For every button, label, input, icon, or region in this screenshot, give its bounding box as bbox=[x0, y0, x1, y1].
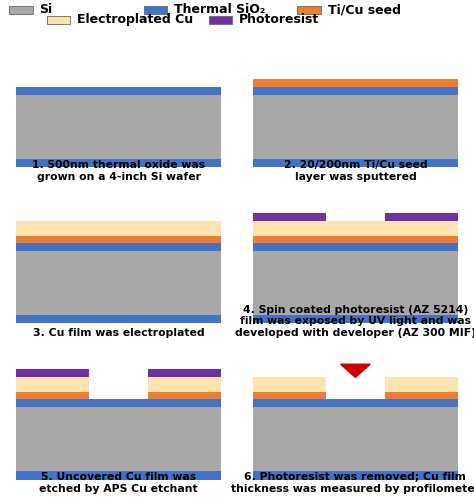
Bar bbox=[148, 392, 221, 399]
Text: 4. Spin coated photoresist (AZ 5214)
film was exposed by UV light and was
develo: 4. Spin coated photoresist (AZ 5214) fil… bbox=[235, 304, 474, 338]
Bar bbox=[148, 377, 221, 392]
Bar bbox=[385, 392, 458, 399]
Bar bbox=[16, 471, 221, 480]
Bar bbox=[385, 377, 458, 392]
Text: 1. 500nm thermal oxide was
grown on a 4-inch Si wafer: 1. 500nm thermal oxide was grown on a 4-… bbox=[32, 160, 205, 182]
Bar bbox=[253, 392, 326, 399]
Bar bbox=[297, 6, 320, 13]
Text: 6. Photoresist was removed; Cu film
thickness was measured by profilometer: 6. Photoresist was removed; Cu film thic… bbox=[231, 473, 474, 494]
Bar bbox=[16, 95, 221, 159]
Bar bbox=[253, 315, 458, 323]
Bar bbox=[16, 243, 221, 251]
Text: 5. Uncovered Cu film was
etched by APS Cu etchant: 5. Uncovered Cu film was etched by APS C… bbox=[39, 473, 198, 494]
Bar bbox=[16, 315, 221, 323]
Bar bbox=[253, 377, 326, 392]
Bar bbox=[253, 399, 458, 408]
Bar bbox=[46, 16, 70, 23]
Bar bbox=[253, 236, 458, 243]
Bar bbox=[253, 408, 458, 471]
Text: Ti/Cu seed: Ti/Cu seed bbox=[328, 3, 401, 16]
Bar bbox=[253, 471, 458, 480]
Bar bbox=[209, 16, 232, 23]
Bar bbox=[253, 251, 458, 315]
Bar bbox=[16, 251, 221, 315]
Text: 2. 20/200nm Ti/Cu seed
layer was sputtered: 2. 20/200nm Ti/Cu seed layer was sputter… bbox=[283, 160, 427, 182]
Bar bbox=[253, 243, 458, 251]
Bar bbox=[16, 408, 221, 471]
Bar bbox=[144, 6, 167, 13]
Bar bbox=[16, 221, 221, 236]
Polygon shape bbox=[341, 364, 370, 377]
Text: Electroplated Cu: Electroplated Cu bbox=[77, 13, 193, 26]
Bar bbox=[148, 369, 221, 377]
Bar bbox=[16, 377, 89, 392]
Bar bbox=[16, 159, 221, 167]
Bar bbox=[16, 369, 89, 377]
Text: Si: Si bbox=[40, 3, 53, 16]
Bar bbox=[16, 392, 89, 399]
Bar bbox=[16, 236, 221, 243]
Bar bbox=[253, 221, 458, 236]
Bar bbox=[9, 6, 33, 13]
Bar bbox=[253, 213, 326, 221]
Bar bbox=[253, 95, 458, 159]
Bar bbox=[253, 79, 458, 87]
Bar bbox=[253, 87, 458, 95]
Text: Photoresist: Photoresist bbox=[239, 13, 319, 26]
Bar bbox=[253, 159, 458, 167]
Bar bbox=[16, 87, 221, 95]
Text: Thermal SiO₂: Thermal SiO₂ bbox=[174, 3, 265, 16]
Bar bbox=[16, 399, 221, 408]
Text: 3. Cu film was electroplated: 3. Cu film was electroplated bbox=[33, 328, 204, 338]
Bar bbox=[385, 213, 458, 221]
